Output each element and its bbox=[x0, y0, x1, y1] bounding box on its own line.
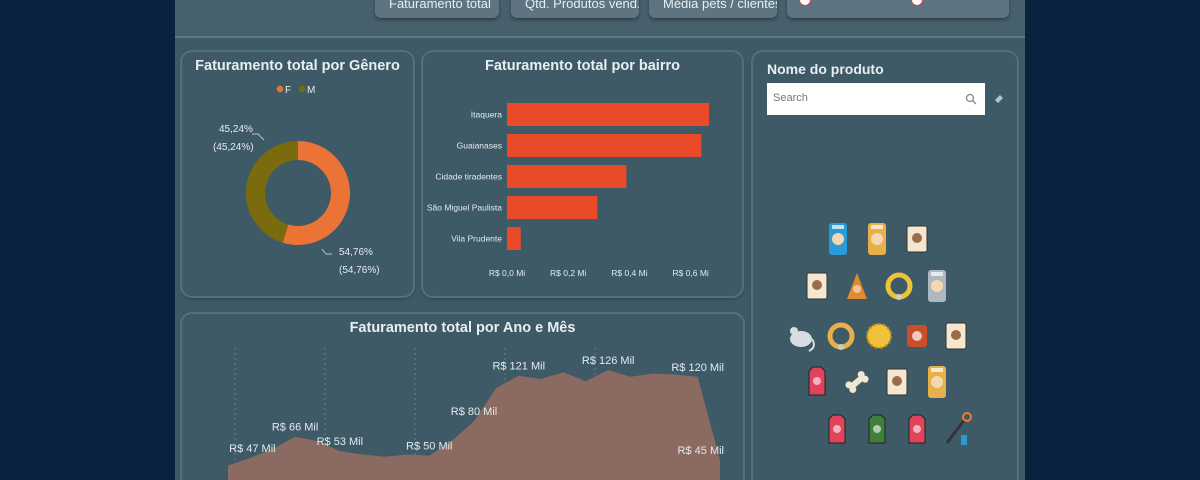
bar bbox=[507, 134, 702, 157]
bairro-chart-title: Faturamento total por bairro bbox=[485, 58, 680, 74]
area-data-label: R$ 121 Mil bbox=[492, 361, 545, 373]
bone-icon[interactable] bbox=[841, 363, 873, 406]
product-slicer-card: Nome do produto Search bbox=[753, 52, 1017, 480]
bar-category-label: Vila Prudente bbox=[451, 234, 502, 244]
product-icon-grid bbox=[753, 52, 1017, 480]
bar bbox=[507, 165, 627, 188]
legend-label-f: F bbox=[285, 85, 291, 96]
pet-food-box-icon[interactable] bbox=[940, 317, 972, 360]
x-tick-label: R$ 0,4 Mi bbox=[611, 268, 647, 278]
gender-chart-title: Faturamento total por Gênero bbox=[195, 58, 400, 74]
donut-slice-m bbox=[246, 141, 298, 243]
slider-end-handle[interactable] bbox=[911, 0, 923, 6]
product-slicer-title: Nome do produto bbox=[767, 61, 884, 77]
legend-label-m: M bbox=[307, 85, 315, 96]
pet-food-bag-icon[interactable] bbox=[921, 267, 953, 310]
bairro-bar-chart: Itaquera Guaianases Cidade tiradentes São M… bbox=[427, 103, 709, 278]
sponge-icon[interactable] bbox=[863, 317, 895, 360]
slice-sublabel-m: (45,24%) bbox=[213, 142, 254, 153]
bar bbox=[507, 196, 598, 219]
pet-food-bag-icon[interactable] bbox=[822, 220, 854, 263]
area-data-label: R$ 126 Mil bbox=[582, 355, 635, 367]
date-range-slider[interactable] bbox=[787, 0, 1009, 18]
product-search-box[interactable]: Search bbox=[767, 83, 985, 115]
bar-category-label: Guaianases bbox=[457, 141, 502, 151]
leader-line-f bbox=[321, 248, 332, 255]
legend-marker-m bbox=[298, 85, 306, 93]
x-tick-label: R$ 0,6 Mi bbox=[672, 268, 708, 278]
dashboard: Faturamento total Qtd. Produtos vend. Mé… bbox=[175, 0, 1025, 480]
slice-label-f: 54,76% bbox=[339, 247, 373, 258]
month-area-chart: R$ 47 Mil R$ 66 Mil R$ 53 Mil R$ 50 Mil R$ 8… bbox=[228, 348, 724, 480]
area-data-label: R$ 47 Mil bbox=[229, 443, 275, 455]
area-data-label: R$ 45 Mil bbox=[678, 445, 724, 457]
kpi-produtos-vendidos[interactable]: Qtd. Produtos vend. bbox=[511, 0, 639, 18]
slider-start-handle[interactable] bbox=[799, 0, 811, 6]
month-card: Faturamento total por Ano e Mês R$ 47 Mi… bbox=[182, 314, 743, 480]
bar bbox=[507, 103, 709, 126]
kpi-label: Média pets / clientes bbox=[663, 0, 777, 11]
pet-food-box-icon[interactable] bbox=[801, 267, 833, 310]
hanging-clothes-icon[interactable] bbox=[901, 411, 933, 454]
eraser-icon[interactable] bbox=[993, 92, 1005, 104]
area-data-label: R$ 80 Mil bbox=[451, 406, 497, 418]
gender-donut-chart: F M 54,76% (54,76%) 45,24% (45,24%) bbox=[213, 85, 380, 276]
pet-leash-icon[interactable] bbox=[941, 411, 973, 454]
pet-carrier-icon[interactable] bbox=[841, 267, 873, 310]
mouse-toy-icon[interactable] bbox=[785, 317, 817, 360]
kpi-label: Faturamento total bbox=[389, 0, 491, 11]
x-tick-label: R$ 0,0 Mi bbox=[489, 268, 525, 278]
collar-icon[interactable] bbox=[825, 317, 857, 360]
legend-marker-f bbox=[276, 85, 284, 93]
pet-food-box-icon[interactable] bbox=[881, 363, 913, 406]
area-data-label: R$ 66 Mil bbox=[272, 422, 318, 434]
kpi-label: Qtd. Produtos vend. bbox=[525, 0, 639, 11]
search-input[interactable]: Search bbox=[773, 92, 808, 104]
area-data-label: R$ 53 Mil bbox=[317, 436, 363, 448]
pet-collar-icon[interactable] bbox=[883, 267, 915, 310]
leader-line-m bbox=[252, 133, 265, 141]
area-data-label: R$ 120 Mil bbox=[671, 362, 724, 374]
bar-category-label: Cidade tiradentes bbox=[435, 172, 502, 182]
x-tick-label: R$ 0,2 Mi bbox=[550, 268, 586, 278]
area-data-label: R$ 50 Mil bbox=[406, 441, 452, 453]
bairro-card: Faturamento total por bairro Itaquera Gua… bbox=[423, 52, 742, 296]
bar-category-label: São Miguel Paulista bbox=[427, 203, 502, 213]
kpi-media-pets[interactable]: Média pets / clientes bbox=[649, 0, 777, 18]
kpi-bar: Faturamento total Qtd. Produtos vend. Mé… bbox=[175, 0, 1025, 38]
hanging-clothes-icon[interactable] bbox=[861, 411, 893, 454]
pet-food-box-icon[interactable] bbox=[901, 220, 933, 263]
slice-label-m: 45,24% bbox=[219, 124, 253, 135]
dog-clothes-icon[interactable] bbox=[821, 411, 853, 454]
kpi-faturamento-total[interactable]: Faturamento total bbox=[375, 0, 499, 18]
donut-slice-f bbox=[282, 141, 350, 245]
pet-treat-icon[interactable] bbox=[901, 317, 933, 360]
pet-food-bag-icon[interactable] bbox=[921, 363, 953, 406]
gender-card: Faturamento total por Gênero F M 54,76% (54… bbox=[182, 52, 413, 296]
month-chart-title: Faturamento total por Ano e Mês bbox=[349, 320, 576, 336]
bar bbox=[507, 227, 521, 250]
dog-clothes-icon[interactable] bbox=[801, 363, 833, 406]
search-icon[interactable] bbox=[965, 93, 977, 105]
pet-food-bag-icon[interactable] bbox=[861, 220, 893, 263]
slice-sublabel-f: (54,76%) bbox=[339, 265, 380, 276]
bar-category-label: Itaquera bbox=[471, 110, 502, 120]
area-series bbox=[228, 370, 720, 480]
